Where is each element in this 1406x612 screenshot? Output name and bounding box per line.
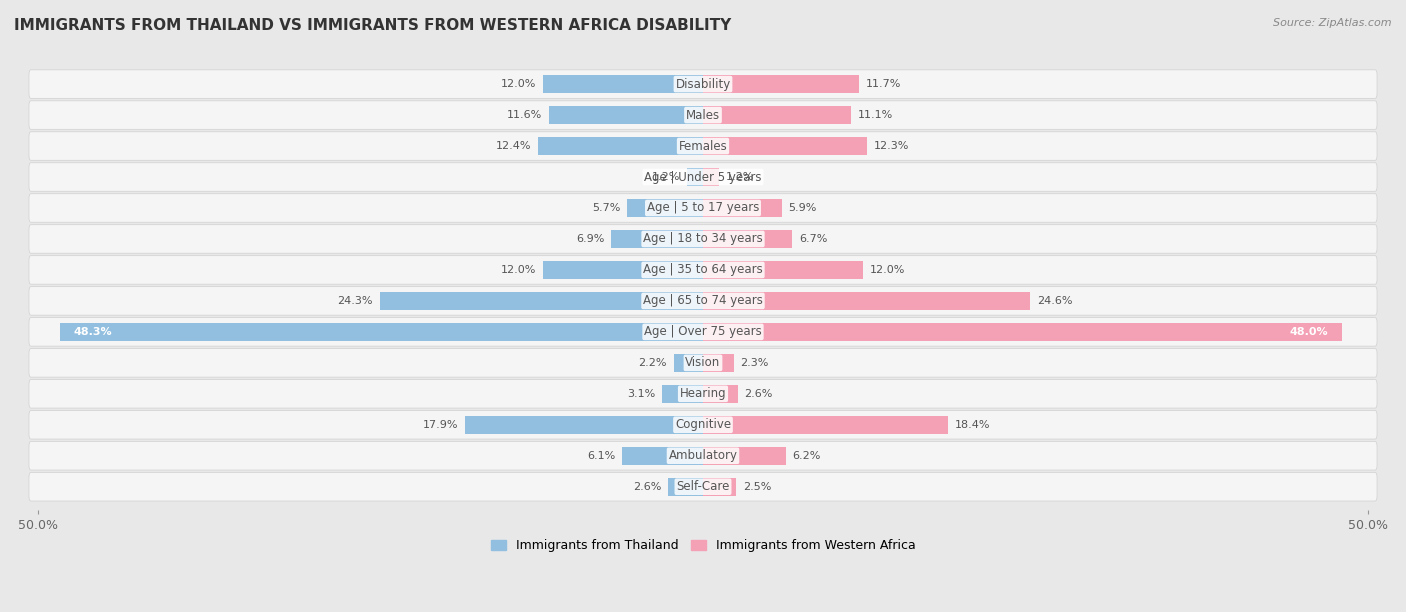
Bar bbox=[621, 447, 703, 465]
Text: Males: Males bbox=[686, 108, 720, 122]
FancyBboxPatch shape bbox=[30, 163, 1376, 192]
Bar bbox=[703, 354, 734, 372]
Text: 6.7%: 6.7% bbox=[799, 234, 827, 244]
Text: 5.9%: 5.9% bbox=[789, 203, 817, 213]
Text: Age | 35 to 64 years: Age | 35 to 64 years bbox=[643, 263, 763, 277]
Bar bbox=[703, 323, 1341, 341]
Text: Age | 18 to 34 years: Age | 18 to 34 years bbox=[643, 233, 763, 245]
Bar bbox=[612, 230, 703, 248]
FancyBboxPatch shape bbox=[30, 225, 1376, 253]
Text: 24.6%: 24.6% bbox=[1038, 296, 1073, 306]
Text: 5.7%: 5.7% bbox=[592, 203, 620, 213]
Text: 6.1%: 6.1% bbox=[586, 451, 616, 461]
Text: 2.6%: 2.6% bbox=[744, 389, 773, 399]
Bar bbox=[703, 230, 792, 248]
FancyBboxPatch shape bbox=[30, 286, 1376, 315]
Bar bbox=[538, 137, 703, 155]
Text: Source: ZipAtlas.com: Source: ZipAtlas.com bbox=[1274, 18, 1392, 28]
FancyBboxPatch shape bbox=[30, 194, 1376, 222]
Text: Disability: Disability bbox=[675, 78, 731, 91]
Text: Females: Females bbox=[679, 140, 727, 152]
Text: 12.4%: 12.4% bbox=[496, 141, 531, 151]
Text: 1.2%: 1.2% bbox=[725, 172, 754, 182]
Bar bbox=[703, 416, 948, 434]
Text: 12.0%: 12.0% bbox=[502, 79, 537, 89]
Bar bbox=[703, 199, 782, 217]
Bar bbox=[703, 168, 718, 186]
Bar bbox=[627, 199, 703, 217]
Text: 12.0%: 12.0% bbox=[869, 265, 904, 275]
Text: 17.9%: 17.9% bbox=[423, 420, 458, 430]
Bar bbox=[703, 106, 851, 124]
Text: 6.9%: 6.9% bbox=[576, 234, 605, 244]
Text: 11.7%: 11.7% bbox=[865, 79, 901, 89]
Bar bbox=[548, 106, 703, 124]
FancyBboxPatch shape bbox=[30, 256, 1376, 284]
Text: 6.2%: 6.2% bbox=[792, 451, 821, 461]
Bar bbox=[662, 385, 703, 403]
Bar bbox=[703, 75, 859, 93]
Bar bbox=[703, 137, 866, 155]
FancyBboxPatch shape bbox=[30, 318, 1376, 346]
Text: Age | 5 to 17 years: Age | 5 to 17 years bbox=[647, 201, 759, 214]
Text: 18.4%: 18.4% bbox=[955, 420, 990, 430]
FancyBboxPatch shape bbox=[30, 379, 1376, 408]
FancyBboxPatch shape bbox=[30, 349, 1376, 377]
Text: 1.2%: 1.2% bbox=[652, 172, 681, 182]
Text: 12.0%: 12.0% bbox=[502, 265, 537, 275]
Bar bbox=[703, 478, 737, 496]
Bar bbox=[703, 261, 863, 279]
Text: 2.6%: 2.6% bbox=[633, 482, 662, 492]
Bar bbox=[688, 168, 703, 186]
Legend: Immigrants from Thailand, Immigrants from Western Africa: Immigrants from Thailand, Immigrants fro… bbox=[485, 534, 921, 558]
Text: 11.6%: 11.6% bbox=[506, 110, 541, 120]
FancyBboxPatch shape bbox=[30, 472, 1376, 501]
FancyBboxPatch shape bbox=[30, 70, 1376, 99]
Text: Age | Over 75 years: Age | Over 75 years bbox=[644, 326, 762, 338]
Bar bbox=[60, 323, 703, 341]
FancyBboxPatch shape bbox=[30, 101, 1376, 129]
Bar bbox=[703, 292, 1031, 310]
Text: 2.2%: 2.2% bbox=[638, 358, 666, 368]
Text: 2.5%: 2.5% bbox=[742, 482, 772, 492]
Bar bbox=[668, 478, 703, 496]
Bar bbox=[703, 447, 786, 465]
Text: Hearing: Hearing bbox=[679, 387, 727, 400]
Text: 24.3%: 24.3% bbox=[337, 296, 373, 306]
Text: 2.3%: 2.3% bbox=[741, 358, 769, 368]
Text: 11.1%: 11.1% bbox=[858, 110, 893, 120]
Text: Self-Care: Self-Care bbox=[676, 480, 730, 493]
FancyBboxPatch shape bbox=[30, 411, 1376, 439]
Bar bbox=[673, 354, 703, 372]
Text: 3.1%: 3.1% bbox=[627, 389, 655, 399]
Text: Age | 65 to 74 years: Age | 65 to 74 years bbox=[643, 294, 763, 307]
Text: 48.0%: 48.0% bbox=[1289, 327, 1329, 337]
FancyBboxPatch shape bbox=[30, 441, 1376, 470]
Text: IMMIGRANTS FROM THAILAND VS IMMIGRANTS FROM WESTERN AFRICA DISABILITY: IMMIGRANTS FROM THAILAND VS IMMIGRANTS F… bbox=[14, 18, 731, 34]
Text: Cognitive: Cognitive bbox=[675, 419, 731, 431]
FancyBboxPatch shape bbox=[30, 132, 1376, 160]
Text: 12.3%: 12.3% bbox=[873, 141, 908, 151]
Text: Age | Under 5 years: Age | Under 5 years bbox=[644, 171, 762, 184]
Bar bbox=[380, 292, 703, 310]
Bar bbox=[703, 385, 738, 403]
Text: Vision: Vision bbox=[685, 356, 721, 370]
Bar bbox=[543, 261, 703, 279]
Text: 48.3%: 48.3% bbox=[73, 327, 112, 337]
Bar bbox=[543, 75, 703, 93]
Text: Ambulatory: Ambulatory bbox=[668, 449, 738, 462]
Bar bbox=[465, 416, 703, 434]
